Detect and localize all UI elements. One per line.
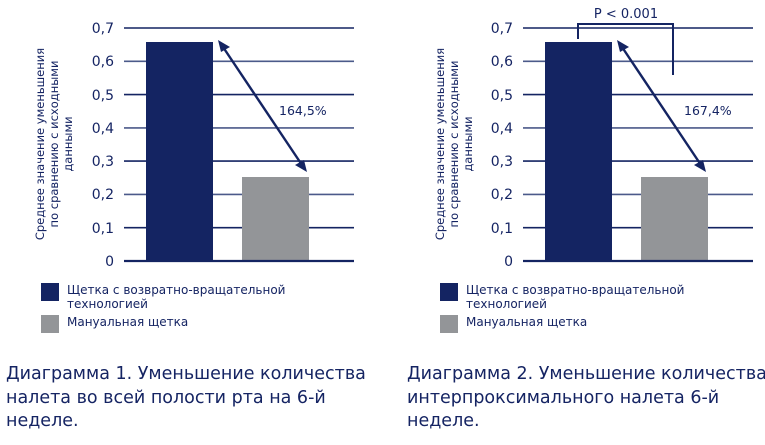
legend-item-oscillating: Щетка с возвратно-вращательной технологи… [41, 283, 357, 311]
ytick: 0,1 [92, 221, 114, 237]
ytick: 0,6 [92, 54, 114, 70]
chart-panel-2: 0 0,1 0,2 0,3 0,4 0,5 0,6 0,7 P < 0.001 … [398, 0, 765, 445]
legend: Щетка с возвратно-вращательной технологи… [440, 283, 756, 337]
legend-swatch-gray [440, 315, 458, 333]
chart-caption: Диаграмма 1. Уменьшение количества налет… [6, 364, 366, 431]
bar-chart-2: 0 0,1 0,2 0,3 0,4 0,5 0,6 0,7 P < 0.001 … [491, 7, 753, 270]
significance-label: P < 0.001 [594, 7, 658, 22]
y-axis-label-line: по сравнению с исходными [447, 60, 461, 228]
ytick: 0,5 [491, 88, 513, 104]
y-axis-label-line: Среднее значение уменьшения [33, 47, 47, 241]
ytick: 0,7 [491, 21, 513, 37]
ytick: 0,4 [491, 121, 513, 137]
ytick: 0,7 [92, 21, 114, 37]
y-axis-label-line: данными [461, 116, 475, 172]
significance-bracket [577, 23, 674, 75]
ytick: 0,3 [491, 154, 513, 170]
legend-item-oscillating: Щетка с возвратно-вращательной технологи… [440, 283, 756, 311]
ytick: 0,5 [92, 88, 114, 104]
bar-manual-brush [242, 177, 309, 261]
double-arrow-icon [218, 40, 307, 172]
bar-oscillating-brush [146, 42, 213, 261]
chart-caption: Диаграмма 2. Уменьшение количества интер… [407, 364, 765, 431]
ytick: 0 [504, 254, 513, 270]
ytick: 0,4 [92, 121, 114, 137]
bar-oscillating-brush [545, 42, 612, 261]
ytick: 0,1 [491, 221, 513, 237]
ytick: 0,2 [491, 187, 513, 203]
y-axis-label: Среднее значение уменьшения по сравнению… [433, 14, 475, 274]
legend-label: Щетка с возвратно-вращательной технологи… [67, 283, 286, 311]
ytick: 0,6 [491, 54, 513, 70]
chart-panel-1: 0 0,1 0,2 0,3 0,4 0,5 0,6 0,7 164,5% Сре… [0, 0, 380, 445]
y-axis-label-line: Среднее значение уменьшения [433, 47, 447, 241]
ytick: 0,3 [92, 154, 114, 170]
y-axis-label: Среднее значение уменьшения по сравнению… [33, 14, 75, 274]
y-tick-labels: 0 0,1 0,2 0,3 0,4 0,5 0,6 0,7 [491, 21, 513, 270]
y-axis-label-line: данными [61, 116, 75, 172]
legend-item-manual: Мануальная щетка [440, 315, 756, 333]
legend-swatch-gray [41, 315, 59, 333]
percent-annotation: 164,5% [279, 103, 327, 118]
legend-label: Мануальная щетка [67, 315, 189, 329]
legend-swatch-navy [41, 283, 59, 301]
y-axis-label-line: по сравнению с исходными [47, 60, 61, 228]
legend-item-manual: Мануальная щетка [41, 315, 357, 333]
double-arrow-icon [617, 40, 706, 172]
legend: Щетка с возвратно-вращательной технологи… [41, 283, 357, 337]
legend-label: Мануальная щетка [466, 315, 588, 329]
y-tick-labels: 0 0,1 0,2 0,3 0,4 0,5 0,6 0,7 [92, 21, 114, 270]
bar-chart-1: 0 0,1 0,2 0,3 0,4 0,5 0,6 0,7 164,5% [92, 21, 354, 270]
ytick: 0,2 [92, 187, 114, 203]
legend-swatch-navy [440, 283, 458, 301]
percent-annotation: 167,4% [684, 103, 732, 118]
legend-label: Щетка с возвратно-вращательной технологи… [466, 283, 685, 311]
ytick: 0 [105, 254, 114, 270]
bar-manual-brush [641, 177, 708, 261]
